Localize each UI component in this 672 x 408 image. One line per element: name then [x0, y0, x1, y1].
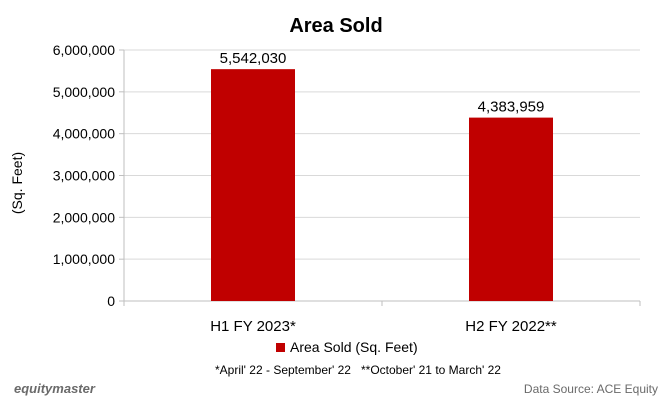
data-label: 4,383,959 — [478, 99, 545, 116]
y-tick-label: 1,000,000 — [53, 251, 115, 267]
bar — [211, 69, 295, 301]
data-source: Data Source: ACE Equity — [523, 382, 658, 396]
y-tick-label: 2,000,000 — [53, 209, 115, 225]
x-tick-label: H1 FY 2023* — [210, 318, 296, 335]
y-axis-label: (Sq. Feet) — [9, 152, 25, 214]
x-tick-label: H2 FY 2022** — [465, 318, 557, 335]
y-tick-label: 5,000,000 — [53, 84, 115, 100]
legend-swatch — [276, 343, 285, 352]
brand-logo: equitymaster — [14, 381, 95, 396]
bar — [469, 117, 553, 301]
y-tick-label: 4,000,000 — [53, 126, 115, 142]
chart-title: Area Sold — [289, 15, 382, 37]
y-tick-label: 6,000,000 — [53, 42, 115, 58]
footnote: *April' 22 - September' 22 **October' 21… — [215, 363, 501, 377]
y-tick-label: 3,000,000 — [53, 168, 115, 184]
legend-label: Area Sold (Sq. Feet) — [290, 339, 418, 355]
legend: Area Sold (Sq. Feet) — [276, 339, 418, 355]
data-label: 5,542,030 — [220, 50, 287, 67]
y-tick-label: 0 — [107, 293, 115, 309]
